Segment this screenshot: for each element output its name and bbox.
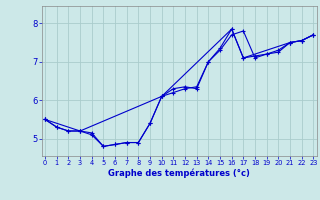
X-axis label: Graphe des températures (°c): Graphe des températures (°c)	[108, 169, 250, 178]
